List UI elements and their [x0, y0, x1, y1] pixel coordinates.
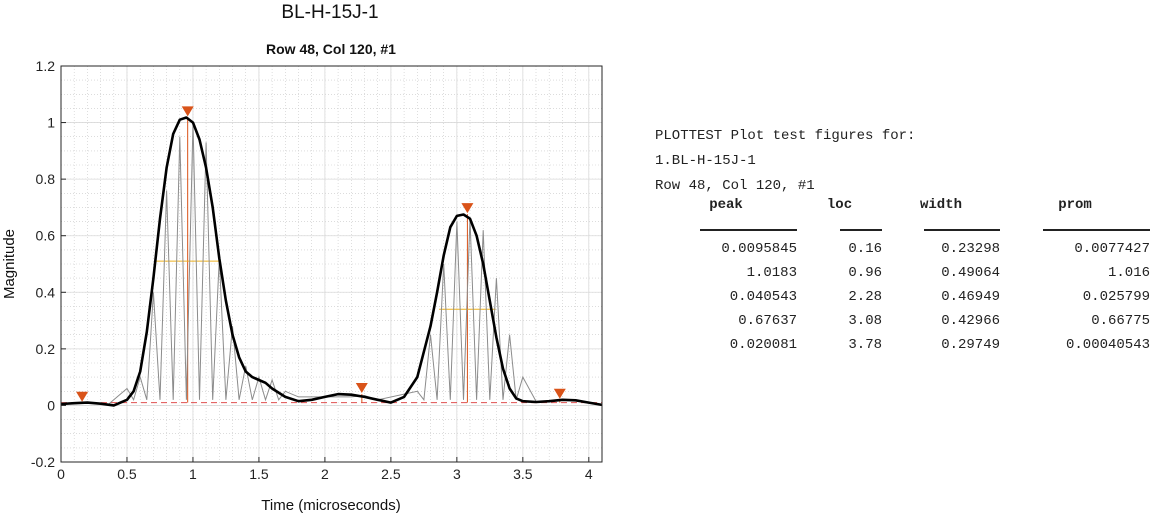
table-row: 0.020081 3.78 0.29749 0.00040543	[655, 333, 1150, 357]
peak-markers	[76, 106, 566, 402]
cell-width: 0.23298	[941, 241, 1000, 257]
y-tick-label: 0.2	[36, 341, 56, 357]
cell-prom: 0.025799	[1082, 289, 1150, 305]
figure-title: BL-H-15J-1	[281, 2, 379, 23]
y-tick-label: 1.2	[36, 58, 56, 74]
cell-peak: 0.040543	[729, 289, 797, 305]
cell-peak: 0.020081	[729, 337, 797, 353]
cell-loc: 3.78	[848, 337, 882, 353]
x-tick-label: 0.5	[117, 466, 137, 482]
peak-marker	[461, 203, 474, 214]
console-line: 1.BL-H-15J-1	[655, 153, 756, 169]
cell-peak: 0.67637	[738, 313, 797, 329]
x-tick-label: 0	[57, 466, 65, 482]
y-tick-label: 0.4	[36, 284, 56, 300]
header-prom: prom	[1058, 197, 1092, 213]
header-peak: peak	[709, 197, 743, 213]
x-tick-label: 3.5	[513, 466, 533, 482]
y-tick-label: 0	[47, 397, 55, 413]
cell-prom: 1.016	[1107, 265, 1150, 281]
cell-width: 0.46949	[941, 289, 1000, 305]
console-line: Row 48, Col 120, #1	[655, 178, 815, 194]
cell-prom: 0.0077427	[1074, 241, 1150, 257]
signal-line	[106, 122, 537, 406]
envelope-line	[60, 116, 603, 407]
header-width: width	[919, 197, 962, 213]
cell-width: 0.42966	[941, 313, 1000, 329]
cell-loc: 0.16	[848, 241, 882, 257]
y-tick-label: 1	[47, 115, 55, 131]
table-row: 0.67637 3.08 0.42966 0.66775	[655, 309, 1150, 333]
peak-chart: Row 48, Col 120, #1 0 0.5 1 1.5 2 2.5 3 3.5 4 -0.…	[1, 41, 603, 514]
x-tick-label: 2.5	[381, 466, 401, 482]
x-tick-label: 1	[189, 466, 197, 482]
cell-loc: 0.96	[848, 265, 882, 281]
x-tick-label: 3	[453, 466, 461, 482]
cell-peak: 1.0183	[746, 265, 797, 281]
table-row: 1.0183 0.96 0.49064 1.016	[655, 261, 1150, 285]
x-axis-label: Time (microseconds)	[261, 497, 400, 514]
cell-loc: 2.28	[848, 289, 882, 305]
header-rule	[655, 223, 1150, 237]
table-header-row: peak loc width prom	[655, 197, 1150, 223]
header-loc: loc	[826, 197, 853, 213]
peak-marker	[355, 383, 368, 393]
y-axis-label: Magnitude	[1, 229, 18, 299]
y-tick-label: -0.2	[31, 454, 55, 470]
chart-title: Row 48, Col 120, #1	[266, 41, 396, 57]
peak-table: peak loc width prom 0.0095845 0.16 0.232…	[655, 197, 1150, 357]
table-row: 0.040543 2.28 0.46949 0.025799	[655, 285, 1150, 309]
cell-peak: 0.0095845	[721, 241, 797, 257]
series	[60, 116, 603, 407]
console-line: PLOTTEST Plot test figures for:	[655, 128, 916, 144]
peak-marker	[76, 391, 89, 402]
console-output: PLOTTEST Plot test figures for: 1.BL-H-1…	[655, 124, 1150, 357]
x-tick-label: 1.5	[249, 466, 269, 482]
plot-frame	[60, 65, 603, 463]
axes: 0 0.5 1 1.5 2 2.5 3 3.5 4-0.200.20.40.60.811.2	[31, 58, 593, 482]
peak-marker	[553, 388, 566, 399]
cell-width: 0.29749	[941, 337, 1000, 353]
y-tick-label: 0.8	[36, 171, 56, 187]
x-tick-label: 4	[585, 466, 593, 482]
cell-prom: 0.66775	[1091, 313, 1150, 329]
y-tick-label: 0.6	[36, 228, 56, 244]
table-row: 0.0095845 0.16 0.23298 0.0077427	[655, 237, 1150, 261]
cell-loc: 3.08	[848, 313, 882, 329]
x-tick-label: 2	[321, 466, 329, 482]
peak-marker	[181, 106, 194, 117]
cell-prom: 0.00040543	[1065, 337, 1150, 353]
cell-width: 0.49064	[941, 265, 1000, 281]
